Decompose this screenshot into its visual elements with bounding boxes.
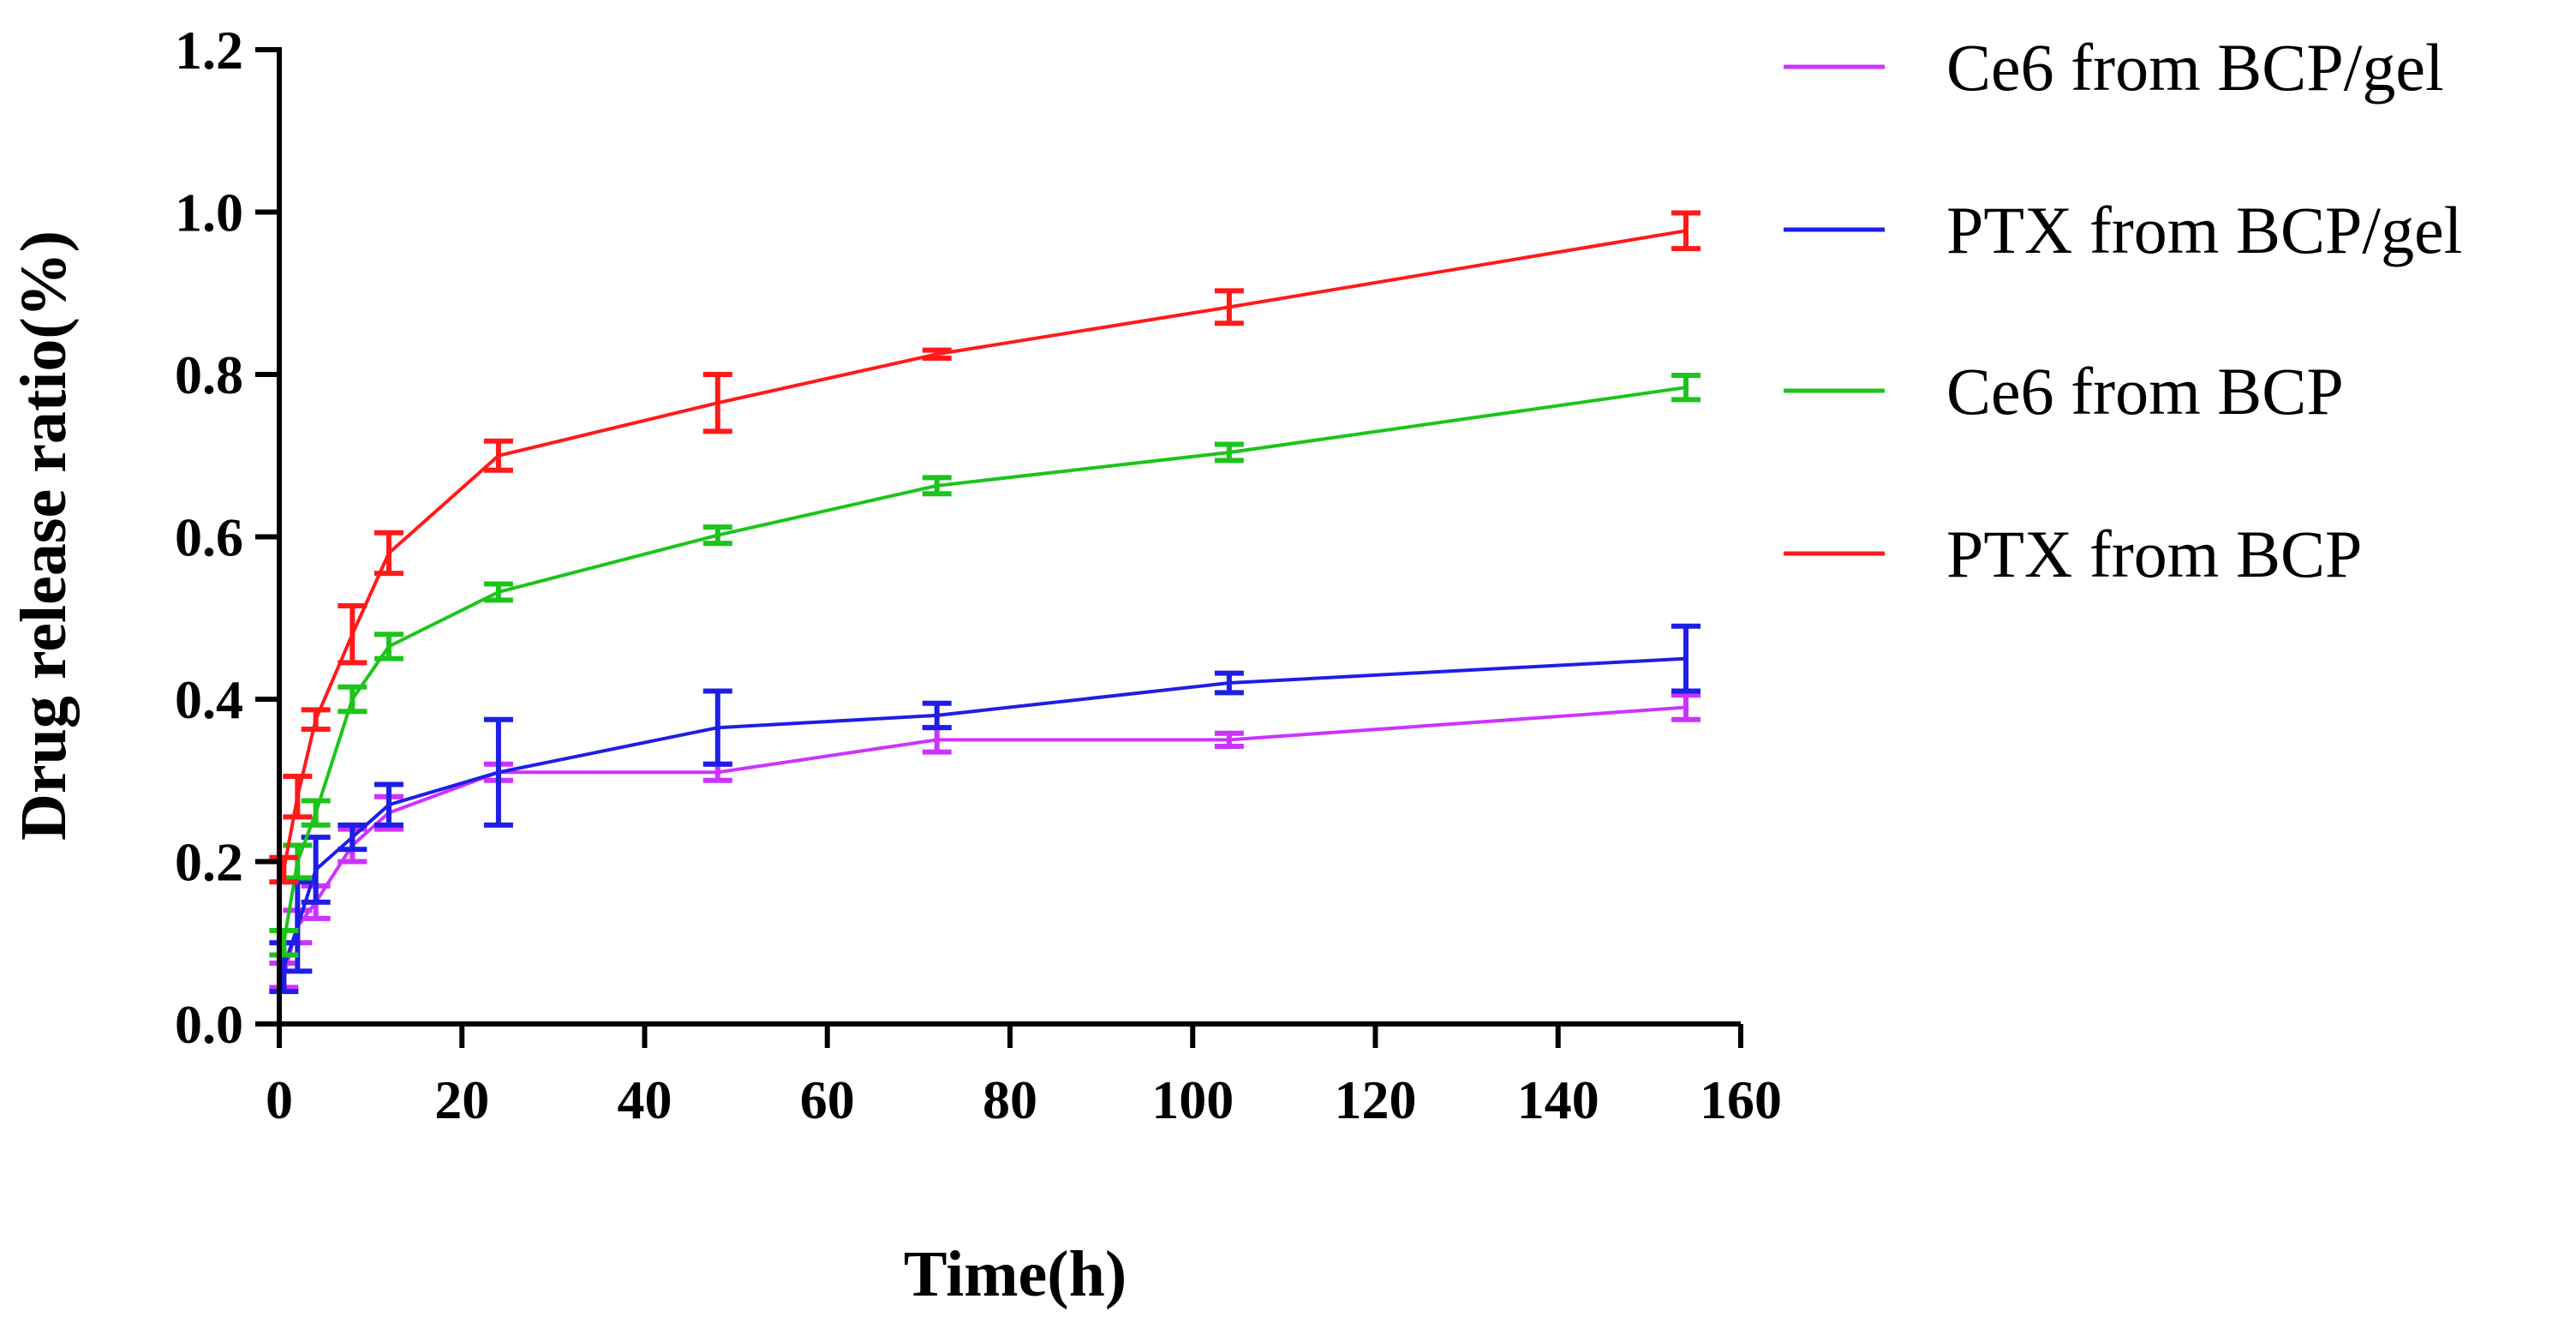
data-point [386,550,391,556]
x-tick-label: 140 [1517,1069,1599,1130]
data-point [350,835,356,841]
data-point [714,532,720,538]
data-point [1683,228,1689,234]
x-tick-label: 120 [1335,1069,1417,1130]
data-point [1226,449,1232,455]
series-ptx-from-bcp-gel [269,623,1701,995]
x-tick-label: 20 [434,1069,489,1130]
data-point [714,769,720,775]
legend-label: PTX from BCP/gel [1946,193,2462,267]
data-point [714,725,720,731]
plot-area [269,210,1701,995]
data-point [313,866,319,872]
data-point [495,452,501,458]
data-point [1226,737,1232,743]
legend-item-ce6-from-bcp-gel: Ce6 from BCP/gel [1784,30,2444,105]
data-point [313,716,319,722]
legend: Ce6 from BCP/gel PTX from BCP/gel Ce6 from… [1784,30,2462,591]
data-point [295,924,301,930]
data-point [386,802,391,808]
data-point [281,964,287,970]
y-tick-label: 0.8 [175,344,243,405]
x-tick-label: 0 [266,1069,293,1130]
data-point [350,632,356,638]
x-axis-title: Time(h) [904,1238,1127,1310]
series-ptx-from-bcp [269,210,1701,885]
data-point [1683,704,1689,710]
data-point [934,712,940,718]
x-tick-label: 160 [1700,1069,1782,1130]
legend-label: Ce6 from BCP/gel [1946,30,2444,105]
data-point [934,482,940,488]
x-tick-label: 100 [1151,1069,1234,1130]
data-point [1226,680,1232,686]
data-point [386,644,391,650]
data-point [1226,304,1232,310]
series-line [282,705,1687,976]
y-axis-title: Drug release ratio(%) [8,230,80,841]
legend-item-ptx-from-bcp-gel: PTX from BCP/gel [1784,193,2462,267]
x-tick-label: 60 [800,1069,855,1130]
data-point [295,859,301,865]
x-tick-label: 40 [618,1069,672,1130]
data-point [934,737,940,743]
axes: 0 20 40 60 80 100 120 140 160 0.0 0.2 0.4 0.6 0.8 1.0 1… [175,20,1782,1130]
y-tick-label: 1.0 [175,183,243,243]
data-point [1683,656,1689,662]
data-point [1683,385,1689,391]
data-point [495,589,501,595]
y-tick-label: 0.6 [175,507,243,568]
y-tick-label: 1.2 [175,20,243,81]
data-point [281,866,287,872]
data-point [934,351,940,357]
series-ce6-from-bcp-gel [269,692,1701,991]
data-point [313,810,319,816]
y-tick-label: 0.0 [175,994,243,1055]
legend-label: Ce6 from BCP [1946,354,2344,428]
legend-item-ce6-from-bcp: Ce6 from BCP [1784,354,2344,428]
x-tick-label: 80 [983,1069,1037,1130]
legend-label: PTX from BCP [1946,517,2362,591]
data-point [281,940,287,946]
data-point [350,697,356,702]
legend-item-ptx-from-bcp: PTX from BCP [1784,517,2362,591]
data-point [295,793,301,799]
y-tick-label: 0.4 [175,669,243,730]
series-line [282,229,1687,871]
series-ce6-from-bcp [269,372,1701,958]
series-line [282,386,1687,943]
data-point [495,769,501,775]
series-line [282,656,1687,968]
y-tick-label: 0.2 [175,832,243,893]
data-point [714,400,720,406]
